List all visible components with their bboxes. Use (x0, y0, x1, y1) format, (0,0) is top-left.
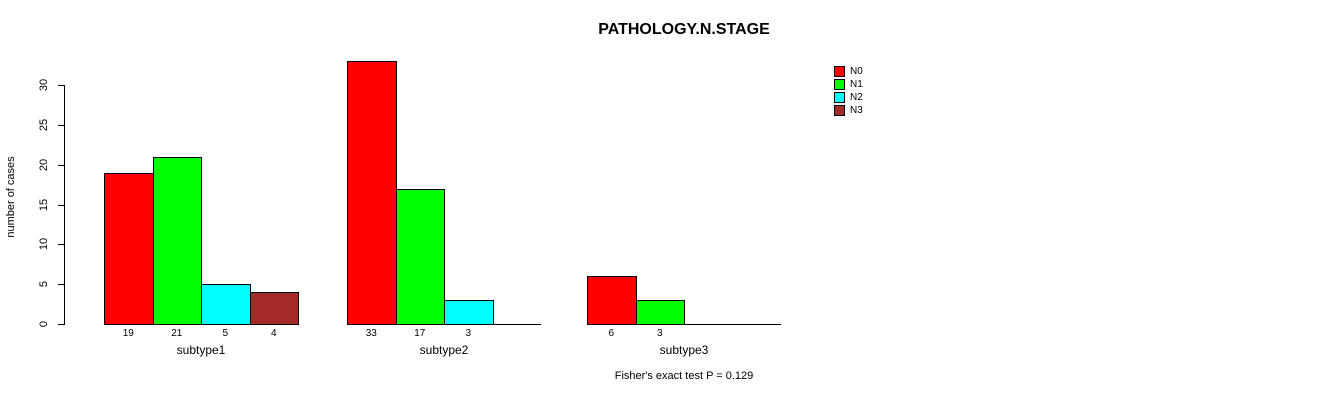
legend-swatch-n1 (834, 79, 845, 90)
y-axis-tick-label: 25 (38, 118, 50, 131)
y-axis-tick-label: 0 (38, 320, 50, 328)
bar-n2-subtype2 (444, 300, 494, 325)
bar-n0-subtype3 (587, 276, 637, 325)
x-axis-group-label-subtype1: subtype1 (176, 343, 226, 357)
legend-swatch-n2 (834, 92, 845, 103)
bar-n2-subtype1 (201, 284, 251, 325)
y-axis-tick-label: 20 (38, 158, 50, 171)
legend: N0 N1 N2 N3 (834, 66, 863, 118)
y-axis-tick-label: 10 (38, 238, 50, 251)
bar-value-label: 33 (365, 328, 377, 339)
x-axis-group-label-subtype2: subtype2 (419, 343, 469, 357)
y-axis-tick-label: 5 (38, 281, 50, 288)
y-axis-tick (58, 85, 65, 86)
y-axis-tick (58, 324, 65, 325)
bar-value-label: 4 (270, 328, 277, 339)
legend-entry-n0: N0 (834, 66, 863, 77)
y-axis-tick-label: 15 (38, 198, 50, 211)
bar-value-label: 17 (414, 328, 426, 339)
legend-label: N3 (850, 105, 863, 116)
legend-entry-n2: N2 (834, 92, 863, 103)
bar-n3-subtype1 (249, 292, 299, 325)
y-axis-tick (58, 244, 65, 246)
fisher-test-annotation: Fisher's exact test P = 0.129 (614, 370, 754, 382)
bar-n1-subtype1 (152, 156, 202, 325)
legend-entry-n3: N3 (834, 105, 863, 116)
legend-label: N0 (850, 66, 863, 77)
legend-label: N1 (850, 79, 863, 90)
bar-value-label: 19 (122, 328, 134, 339)
chart-title: PATHOLOGY.N.STAGE (598, 21, 770, 38)
bar-value-label: 21 (171, 328, 183, 339)
legend-label: N2 (850, 92, 863, 103)
legend-swatch-n3 (834, 105, 845, 116)
legend-swatch-n0 (834, 66, 845, 77)
bar-value-label: 6 (608, 328, 615, 339)
y-axis-tick (58, 164, 65, 166)
bar-value-label: 3 (656, 328, 663, 339)
y-axis-tick-label: 30 (38, 78, 50, 92)
y-axis-tick (58, 204, 65, 206)
bar-value-label: 3 (465, 328, 472, 339)
x-axis-group-label-subtype3: subtype3 (659, 343, 709, 357)
y-axis-tick (58, 284, 65, 286)
y-axis-title: number of cases (5, 156, 17, 238)
bar-n0-subtype2 (347, 61, 397, 325)
bar-n1-subtype2 (395, 188, 445, 325)
bar-n0-subtype1 (104, 172, 154, 325)
bar-value-label: 5 (222, 328, 229, 339)
y-axis-tick (58, 124, 65, 126)
bar-n1-subtype3 (635, 300, 685, 325)
legend-entry-n1: N1 (834, 79, 863, 90)
